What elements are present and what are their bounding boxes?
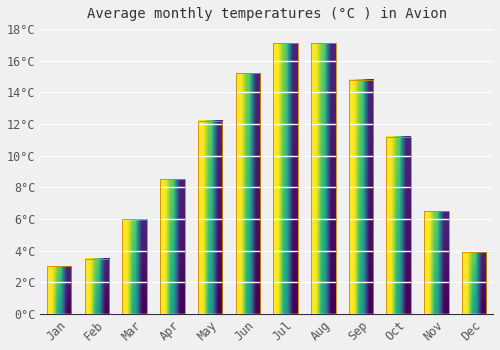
Title: Average monthly temperatures (°C ) in Avion: Average monthly temperatures (°C ) in Av… xyxy=(86,7,446,21)
